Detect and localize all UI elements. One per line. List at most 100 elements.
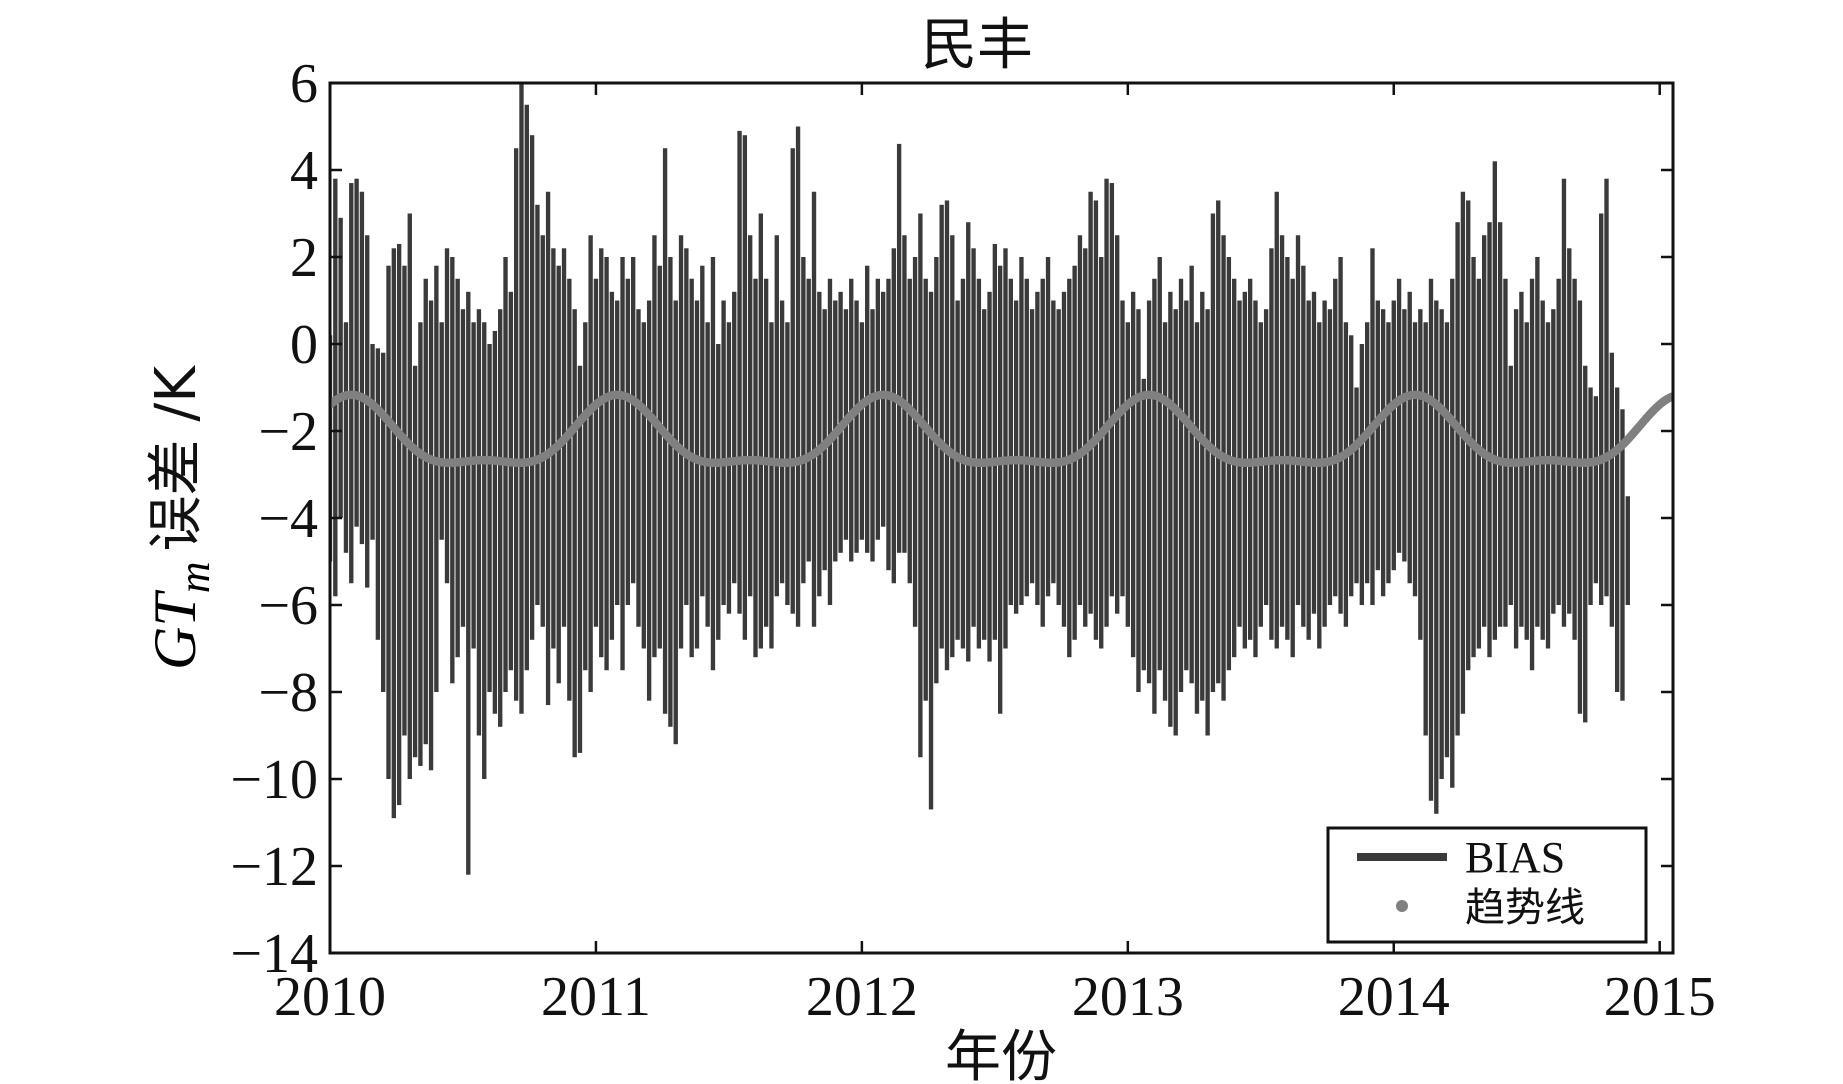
bias-bar: [880, 291, 886, 527]
bias-bar: [365, 235, 370, 588]
bias-bar: [1614, 387, 1620, 692]
bias-bar: [1301, 265, 1306, 627]
x-tick-label: 2014: [1338, 966, 1450, 1028]
bias-bar: [349, 183, 354, 584]
bias-bar: [928, 291, 934, 810]
bias-bar: [439, 322, 444, 540]
bias-bar: [1056, 309, 1061, 605]
bias-bar: [1567, 248, 1572, 614]
bias-bar: [381, 352, 386, 692]
x-axis-label: 年份: [945, 1025, 1057, 1084]
bias-bar: [1141, 378, 1146, 671]
bias-bar: [896, 143, 902, 553]
bias-bar: [795, 126, 801, 627]
bias-bar: [1295, 235, 1301, 605]
bias-bar: [1364, 322, 1370, 584]
plot-area: [330, 83, 1673, 875]
bias-bar: [1412, 322, 1418, 597]
bias-bar: [1396, 278, 1402, 553]
y-tick-label: −10: [230, 749, 318, 811]
y-tick-label: −14: [230, 923, 318, 985]
bias-bar: [1104, 178, 1109, 627]
bias-bar: [1099, 257, 1104, 649]
bias-bar: [1035, 291, 1040, 605]
bias-bar: [971, 248, 976, 627]
bias-bar: [375, 348, 381, 640]
bias-bar: [779, 300, 785, 584]
bias-bar: [1434, 300, 1439, 814]
bias-bar: [402, 265, 407, 736]
bias-bar: [450, 257, 455, 684]
chart-title: 民丰: [921, 13, 1033, 78]
bias-bar: [1162, 322, 1168, 701]
bias-bar: [476, 309, 482, 736]
bias-bar: [391, 248, 397, 819]
bias-bar: [1471, 257, 1476, 658]
bias-bar: [599, 248, 604, 658]
bias-bar: [1620, 409, 1625, 701]
bias-bar: [1269, 248, 1274, 640]
bias-bar: [498, 309, 503, 727]
x-axis: 2010 2011 2012 2013 2014 2015: [274, 83, 1716, 1028]
trend-series: [330, 390, 1673, 468]
bias-bar: [370, 344, 375, 540]
bias-bar: [1556, 278, 1561, 605]
bias-bar: [1003, 248, 1008, 649]
bias-bar: [1216, 200, 1221, 684]
bias-bar: [987, 291, 992, 662]
bias-bar: [763, 278, 769, 627]
bias-bar: [636, 309, 641, 627]
bias-bar: [774, 235, 779, 597]
bias-bar: [726, 322, 732, 614]
bias-bar: [801, 257, 806, 584]
bias-bar: [902, 235, 907, 553]
bias-bar: [955, 300, 960, 640]
bias-bar: [359, 191, 365, 545]
bias-bar: [1242, 291, 1248, 649]
bias-bar: [1221, 235, 1226, 701]
bias-bar: [1343, 322, 1349, 627]
bias-bar: [891, 248, 896, 584]
bias-bar: [620, 257, 625, 671]
bias-bar: [1285, 257, 1290, 640]
bias-bar: [1184, 300, 1189, 671]
bias-bar: [567, 278, 572, 701]
bias-bar: [923, 278, 928, 701]
bias-bar: [939, 204, 944, 649]
y-tick-label: 6: [290, 53, 318, 115]
bias-bar: [1386, 322, 1391, 584]
bias-bar: [865, 265, 870, 553]
legend-bias-label: BIAS: [1465, 833, 1565, 882]
bias-bar: [625, 278, 631, 605]
bias-bar: [854, 300, 859, 553]
y-tick-label: −12: [230, 836, 318, 898]
bias-bar: [1157, 257, 1162, 671]
bias-bar: [593, 278, 599, 627]
bias-bar: [1487, 222, 1492, 658]
bias-bar: [1083, 248, 1088, 627]
bias-bar: [396, 243, 402, 806]
svg-text:GTm误差 /K: GTm 误差 /K: [142, 365, 219, 670]
bias-bar: [1604, 178, 1609, 597]
bias-bar: [572, 309, 577, 758]
bias-bar: [652, 235, 657, 658]
bias-bar: [790, 148, 795, 614]
bias-bar: [1311, 291, 1317, 614]
bias-bar: [982, 309, 987, 640]
bias-bar: [742, 135, 748, 640]
bias-bar: [716, 344, 721, 640]
bias-bar: [407, 213, 412, 779]
bias-bar: [1391, 300, 1396, 571]
bias-bar: [1492, 161, 1498, 640]
bias-bar: [1407, 291, 1412, 584]
legend-box: [1326, 826, 1648, 944]
y-axis-label-prefix: GT: [142, 590, 208, 670]
bias-bar: [1561, 178, 1567, 627]
bias-bar: [1450, 278, 1455, 788]
bias-bar: [694, 300, 700, 649]
bias-bar: [1428, 278, 1434, 801]
bias-bar: [1535, 257, 1540, 627]
bias-bar: [615, 300, 620, 605]
bias-bar: [583, 322, 588, 671]
bias-bar: [630, 257, 636, 584]
